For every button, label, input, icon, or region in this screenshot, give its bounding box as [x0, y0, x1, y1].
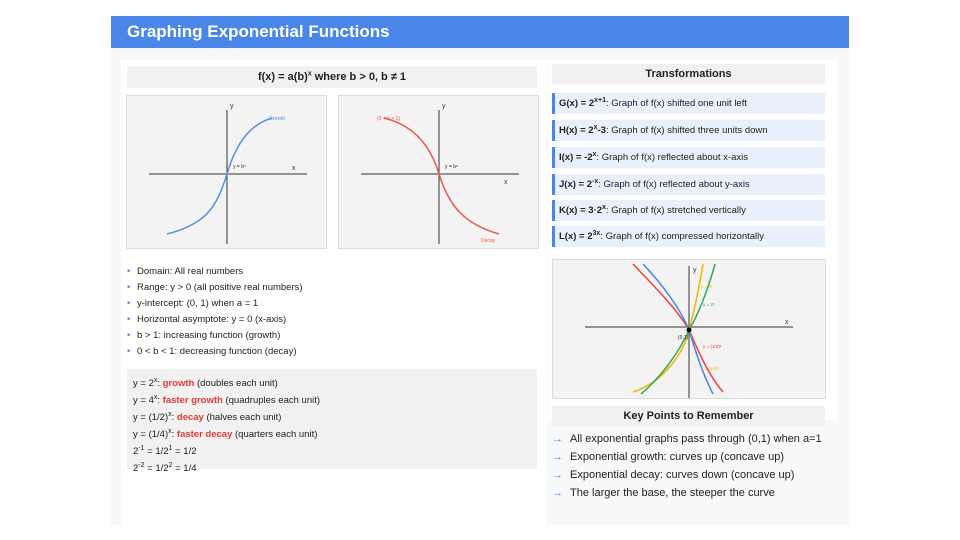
decay-curve-label: Decay: [481, 238, 496, 244]
label-2x: y = 2ˣ: [703, 302, 715, 307]
list-item: Domain: All real numbers: [127, 264, 303, 280]
arrow-icon: →: [552, 469, 563, 481]
arrow-icon: →: [552, 433, 563, 445]
x-axis-label: x: [785, 319, 789, 326]
arrow-icon: →: [552, 451, 563, 463]
growth-graph-svg: y x Growth y = bˣ: [149, 103, 307, 244]
growth-point-label: y = bˣ: [233, 164, 246, 170]
key-points-list: → All exponential graphs pass through (0,…: [552, 432, 842, 504]
transformation-row: I(x) = -2x: Graph of f(x) reflected abou…: [552, 147, 825, 168]
transformation-row: K(x) = 3·2x: Graph of f(x) stretched ver…: [552, 200, 825, 221]
label-half-x: y = (1/2)ˣ: [703, 344, 722, 349]
decay-curve: [383, 117, 500, 235]
key-points-heading: Key Points to Remember: [552, 406, 825, 426]
list-item: b > 1: increasing function (growth): [127, 328, 303, 344]
growth-curve: [166, 117, 273, 235]
page-title: Graphing Exponential Functions: [127, 22, 390, 41]
general-formula: f(x) = a(b)x where b > 0, b ≠ 1: [127, 66, 537, 88]
growth-graph: y x Growth y = bˣ: [126, 95, 327, 249]
arrow-icon: →: [552, 487, 563, 499]
list-item: Range: y > 0 (all positive real numbers): [127, 280, 303, 296]
y-axis-label: y: [442, 103, 446, 110]
formula-exponent: x: [307, 70, 312, 78]
list-item: → Exponential decay: curves down (concave…: [552, 469, 795, 481]
y-axis-label: y: [230, 103, 234, 110]
list-item: 0 < b < 1: decreasing function (decay): [127, 344, 303, 360]
x-axis-label: x: [504, 179, 508, 186]
curve-4x: [632, 263, 704, 393]
y-axis-label: y: [693, 267, 697, 274]
negative-exponent-line: 2-1 = 1/21 = 1/2: [133, 444, 197, 457]
decay-graph-svg: y x (0 < b < 1) Decay y = bˣ: [361, 103, 519, 244]
example-line: y = 4x: faster growth (quadruples each u…: [133, 393, 321, 406]
list-item: y-intercept: (0, 1) when a = 1: [127, 296, 303, 312]
formula-prefix: f(x) = a(b): [257, 71, 308, 83]
list-item: → Exponential growth: curves up (concave …: [552, 451, 785, 463]
transformation-row: L(x) = 23x: Graph of f(x) compressed hor…: [552, 226, 825, 247]
example-line: y = 2x: growth (doubles each unit): [133, 376, 278, 389]
growth-curve-label: Growth: [269, 116, 285, 122]
list-item: Horizontal asymptote: y = 0 (x-axis): [127, 312, 303, 328]
comparison-graph: y x (0,1) y = 4ˣ y = 2ˣ y = (1/2)ˣ y = (…: [552, 259, 826, 399]
negative-exponent-line: 2-2 = 1/22 = 1/4: [133, 461, 197, 474]
comparison-graph-svg: y x (0,1) y = 4ˣ y = 2ˣ y = (1/2)ˣ y = (…: [585, 263, 793, 398]
list-item: → All exponential graphs pass through (0,…: [552, 433, 822, 445]
properties-list: Domain: All real numbers Range: y > 0 (a…: [127, 264, 303, 360]
transformation-row: J(x) = 2-x: Graph of f(x) reflected abou…: [552, 174, 825, 195]
slide: Graphing Exponential Functions f(x) = a(…: [111, 16, 849, 525]
example-line: y = (1/4)x: faster decay (quarters each …: [133, 427, 318, 440]
decay-graph: y x (0 < b < 1) Decay y = bˣ: [338, 95, 539, 249]
list-item: → The larger the base, the steeper the cu…: [552, 487, 775, 499]
formula-condition: where b > 0, b ≠ 1: [311, 71, 407, 83]
example-line: y = (1/2)x: decay (halves each unit): [133, 410, 282, 423]
transformation-row: G(x) = 2x+1: Graph of f(x) shifted one u…: [552, 93, 825, 114]
title-bar: Graphing Exponential Functions: [111, 16, 849, 48]
intercept-point: [686, 327, 692, 333]
x-axis-label: x: [292, 165, 296, 172]
transformation-row: H(x) = 2x-3: Graph of f(x) shifted three…: [552, 120, 825, 141]
decay-point-label: y = bˣ: [445, 164, 458, 170]
label-quarter-x: y = (1/4)ˣ: [701, 366, 720, 371]
origin-label: (0,1): [678, 335, 689, 341]
label-4x: y = 4ˣ: [701, 284, 713, 289]
decay-condition-label: (0 < b < 1): [377, 116, 400, 122]
examples-box: y = 2x: growth (doubles each unit) y = 4…: [127, 369, 537, 474]
transformations-heading: Transformations: [552, 64, 825, 84]
